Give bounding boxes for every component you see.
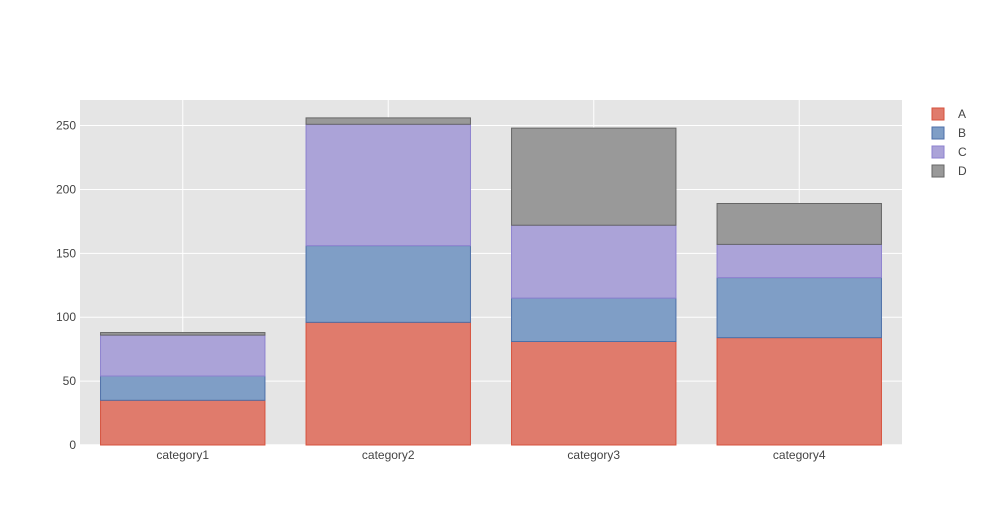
legend-item-C[interactable]: C xyxy=(931,145,967,159)
y-tick-label: 0 xyxy=(69,438,76,452)
y-tick-label: 200 xyxy=(56,182,76,196)
bar-segment-A-category3 xyxy=(511,341,677,446)
legend-item-D[interactable]: D xyxy=(931,164,967,178)
bar-segment-A-category1 xyxy=(100,399,266,446)
x-axis: category1 category2 category3 category4 xyxy=(156,448,826,462)
y-tick-label: 150 xyxy=(56,246,76,260)
bars xyxy=(100,117,882,446)
bar-segment-D-category4 xyxy=(716,203,882,245)
x-tick-label: category3 xyxy=(567,448,620,462)
bar-segment-D-category3 xyxy=(511,127,677,226)
bar-segment-C-category2 xyxy=(305,123,471,247)
y-tick-label: 250 xyxy=(56,119,76,133)
legend-item-A[interactable]: A xyxy=(931,107,966,121)
legend-label: B xyxy=(958,126,966,140)
legend-swatch xyxy=(931,164,945,178)
bar-segment-D-category2 xyxy=(305,117,471,125)
bar-segment-B-category3 xyxy=(511,297,677,342)
y-tick-label: 50 xyxy=(63,374,77,388)
bar-segment-C-category4 xyxy=(716,243,882,279)
x-tick-label: category2 xyxy=(362,448,415,462)
x-tick-label: category1 xyxy=(156,448,209,462)
y-tick-label: 100 xyxy=(56,310,76,324)
bar-segment-B-category1 xyxy=(100,375,266,401)
bar-segment-C-category3 xyxy=(511,224,677,299)
legend-label: D xyxy=(958,164,967,178)
legend-item-B[interactable]: B xyxy=(931,126,966,140)
bar-segment-A-category4 xyxy=(716,337,882,446)
bar-segment-C-category1 xyxy=(100,334,266,377)
bar-segment-A-category2 xyxy=(305,321,471,446)
legend-label: C xyxy=(958,145,967,159)
legend-swatch xyxy=(931,145,945,159)
x-tick-label: category4 xyxy=(773,448,826,462)
y-axis: 0 50 100 150 200 250 xyxy=(56,119,76,452)
legend-swatch xyxy=(931,126,945,140)
bar-segment-D-category1 xyxy=(100,332,266,336)
legend-label: A xyxy=(958,107,966,121)
legend-swatch xyxy=(931,107,945,121)
bar-segment-B-category4 xyxy=(716,277,882,339)
bar-segment-B-category2 xyxy=(305,245,471,323)
